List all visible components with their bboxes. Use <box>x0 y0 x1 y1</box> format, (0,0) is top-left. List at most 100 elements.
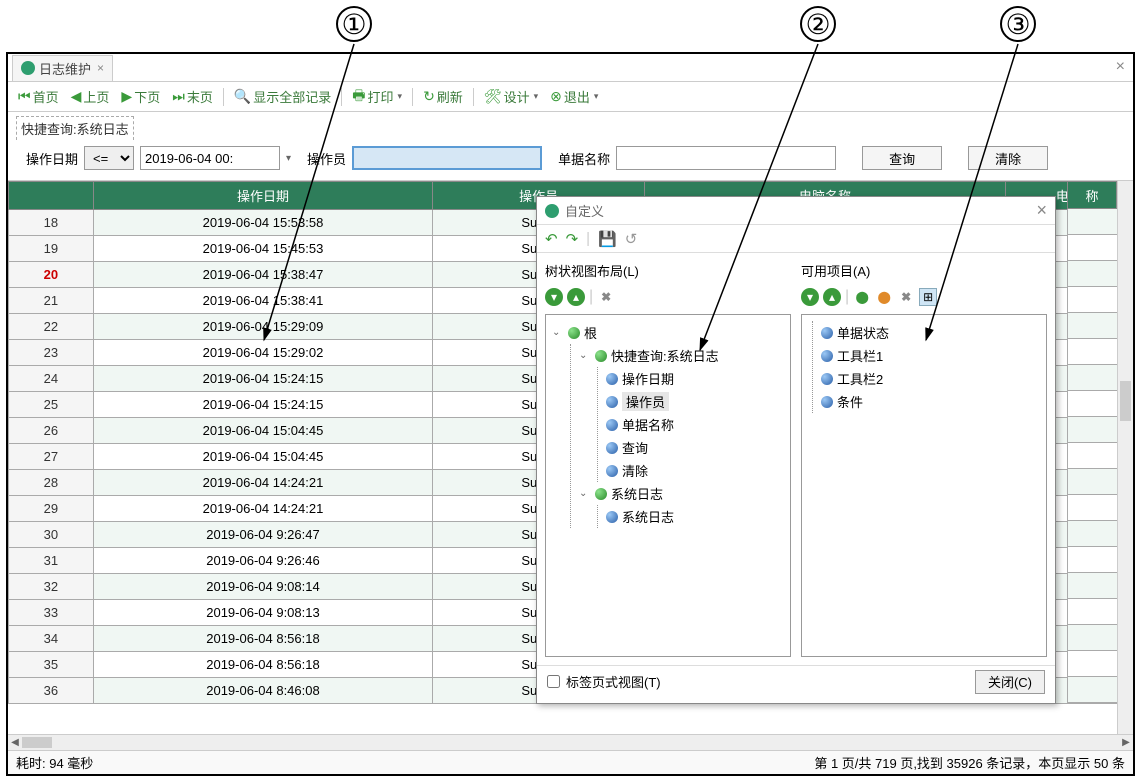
date-label: 操作日期 <box>26 149 78 168</box>
move-up-icon[interactable]: ▴ <box>823 288 841 306</box>
chevron-down-icon: ▾ <box>398 91 403 102</box>
last-page-button[interactable]: ⏭末页 <box>168 87 217 106</box>
exit-button[interactable]: ⊗退出▾ <box>546 87 602 106</box>
avail-item-condition[interactable]: 条件 <box>821 390 1040 413</box>
tab-log-maintenance[interactable]: 日志维护 × <box>12 55 113 81</box>
cell-date: 2019-06-04 9:08:14 <box>93 574 432 600</box>
scroll-right-icon[interactable]: ▶ <box>1119 735 1133 750</box>
undo-icon[interactable]: ↶ <box>545 230 558 248</box>
dialog-titlebar: 自定义 × <box>537 197 1055 225</box>
date-compare-select[interactable]: <= <box>84 146 134 170</box>
avail-item-toolbar2[interactable]: 工具栏2 <box>821 367 1040 390</box>
node-icon <box>821 373 833 385</box>
cell-date: 2019-06-04 15:29:02 <box>93 340 432 366</box>
empty-cell <box>1067 443 1117 469</box>
operator-input[interactable] <box>352 146 542 170</box>
refresh-button[interactable]: ↻刷新 <box>419 87 467 106</box>
empty-cell <box>1067 339 1117 365</box>
node-icon <box>606 465 618 477</box>
last-label: 末页 <box>187 87 213 106</box>
dialog-toolbar: ↶ ↷ | 💾 ↺ <box>537 225 1055 253</box>
print-button[interactable]: 🖶打印▾ <box>348 85 406 109</box>
cell-date: 2019-06-04 9:26:46 <box>93 548 432 574</box>
design-button[interactable]: 🛠设计 ▾ <box>480 87 542 106</box>
expand-icon[interactable]: ⌄ <box>579 488 591 499</box>
print-icon: 🖶 <box>352 85 365 109</box>
exit-label: 退出 <box>564 87 590 106</box>
node-label: 操作员 <box>622 392 669 411</box>
tree-item-query[interactable]: 查询 <box>606 436 784 459</box>
tree-view-icon[interactable]: ⊞ <box>919 288 937 306</box>
next-page-button[interactable]: ▶下页 <box>117 87 164 106</box>
add-green-icon[interactable]: ⬤ <box>853 288 871 306</box>
date-input[interactable] <box>140 146 280 170</box>
docname-input[interactable] <box>616 146 836 170</box>
move-down-icon[interactable]: ▾ <box>545 288 563 306</box>
chevron-down-icon: ▾ <box>534 91 539 102</box>
tree-quickquery[interactable]: ⌄快捷查询:系统日志 <box>579 344 784 367</box>
tree-layout-column: 树状视图布局(L) ▾ ▴ | ✖ ⌄根 ⌄快捷查询:系统日志 操作日期 操作员… <box>545 261 791 657</box>
tree-syslog-child[interactable]: 系统日志 <box>606 505 784 528</box>
add-orange-icon[interactable]: ⬤ <box>875 288 893 306</box>
tree-item-docname[interactable]: 单据名称 <box>606 413 784 436</box>
design-label: 设计 <box>504 87 530 106</box>
show-all-button[interactable]: 🔍显示全部记录 <box>230 87 335 106</box>
available-items-column: 可用项目(A) ▾ ▴ | ⬤ ⬤ ✖ ⊞ 单据状态 工具栏1 工具栏2 条件 <box>801 261 1047 657</box>
cell-date: 2019-06-04 15:04:45 <box>93 444 432 470</box>
first-page-button[interactable]: ⏮首页 <box>14 87 63 106</box>
dialog-footer: 标签页式视图(T) 关闭(C) <box>537 665 1055 697</box>
delete-icon[interactable]: ✖ <box>897 288 915 306</box>
tab-close-icon[interactable]: × <box>97 61 104 75</box>
empty-cell <box>1067 651 1117 677</box>
col-date[interactable]: 操作日期 <box>93 182 432 210</box>
tree-layout-label: 树状视图布局(L) <box>545 261 791 280</box>
vertical-scrollbar[interactable] <box>1117 181 1133 761</box>
tree-item-operator[interactable]: 操作员 <box>606 390 784 413</box>
delete-icon[interactable]: ✖ <box>597 288 615 306</box>
col-right-fragment[interactable]: 称 <box>1067 181 1117 209</box>
next-icon: ▶ <box>121 88 132 105</box>
horizontal-scrollbar[interactable]: ◀ ▶ <box>8 734 1133 750</box>
query-panel-title: 快捷查询:系统日志 <box>16 116 134 140</box>
tree-item-date[interactable]: 操作日期 <box>606 367 784 390</box>
revert-icon[interactable]: ↺ <box>625 230 638 248</box>
empty-cell <box>1067 495 1117 521</box>
row-number: 35 <box>9 652 94 678</box>
query-row: 操作日期 <= ▾ 操作员 单据名称 查询 清除 <box>16 140 1125 176</box>
node-icon <box>821 350 833 362</box>
cell-date: 2019-06-04 15:24:15 <box>93 392 432 418</box>
refresh-icon: ↻ <box>423 88 435 105</box>
empty-cell <box>1067 235 1117 261</box>
tree-syslog[interactable]: ⌄ 系统日志 <box>579 482 784 505</box>
avail-item-status[interactable]: 单据状态 <box>821 321 1040 344</box>
scroll-left-icon[interactable]: ◀ <box>8 735 22 750</box>
node-icon <box>606 442 618 454</box>
prev-icon: ◀ <box>71 88 82 105</box>
redo-icon[interactable]: ↷ <box>566 230 579 248</box>
col-rownum[interactable] <box>9 182 94 210</box>
search-icon: 🔍 <box>234 88 251 105</box>
move-down-icon[interactable]: ▾ <box>801 288 819 306</box>
prev-page-button[interactable]: ◀上页 <box>67 87 114 106</box>
tree-item-clear[interactable]: 清除 <box>606 459 784 482</box>
wrench-icon: 🛠 <box>484 88 502 105</box>
cell-date: 2019-06-04 15:29:09 <box>93 314 432 340</box>
tabview-checkbox[interactable] <box>547 675 560 688</box>
node-label: 系统日志 <box>611 484 663 503</box>
callout-3: ③ <box>1000 6 1036 42</box>
avail-item-toolbar1[interactable]: 工具栏1 <box>821 344 1040 367</box>
dialog-close-button[interactable]: 关闭(C) <box>975 670 1045 694</box>
empty-cell <box>1067 677 1117 703</box>
dialog-close-icon[interactable]: × <box>1036 200 1047 221</box>
expand-icon[interactable]: ⌄ <box>579 350 591 361</box>
node-label: 系统日志 <box>622 507 674 526</box>
clear-button[interactable]: 清除 <box>968 146 1048 170</box>
tree-root[interactable]: ⌄根 <box>552 321 784 344</box>
window-close-icon[interactable]: × <box>1116 58 1125 76</box>
move-up-icon[interactable]: ▴ <box>567 288 585 306</box>
tree-layout-box: ⌄根 ⌄快捷查询:系统日志 操作日期 操作员 单据名称 查询 清除 ⌄系统日志 … <box>545 314 791 657</box>
save-icon[interactable]: 💾 <box>598 230 617 248</box>
node-icon <box>568 327 580 339</box>
expand-icon[interactable]: ⌄ <box>552 327 564 338</box>
query-button[interactable]: 查询 <box>862 146 942 170</box>
